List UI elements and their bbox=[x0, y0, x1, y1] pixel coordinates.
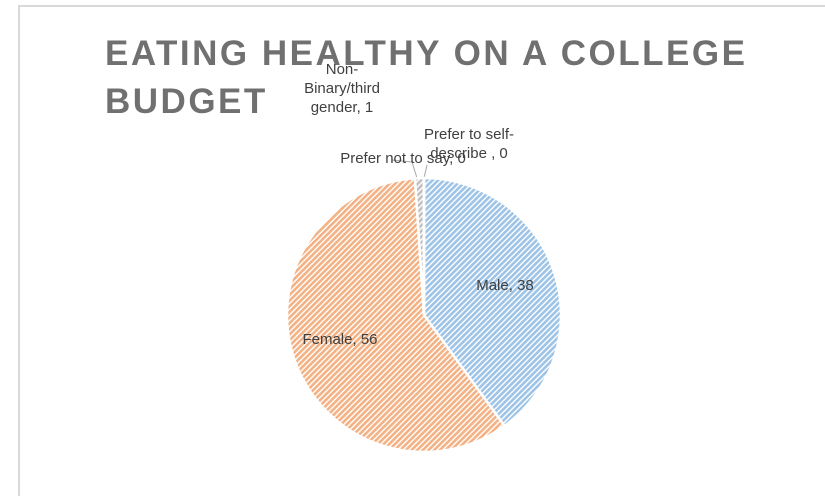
data-label: Prefer not to say, 0 bbox=[340, 150, 466, 167]
leader-line bbox=[423, 164, 428, 179]
chart-title: EATING HEALTHY ON A COLLEGE BUDGET bbox=[105, 34, 748, 121]
pie-slice bbox=[422, 176, 563, 428]
data-label: Non-Binary/third gender, 1 bbox=[304, 61, 380, 116]
data-label: Female, 56 bbox=[302, 331, 378, 348]
chart-frame bbox=[18, 5, 825, 496]
pie-slice bbox=[285, 176, 507, 454]
data-label: Male, 38 bbox=[476, 277, 534, 294]
data-label: Prefer to self-describe , 0 bbox=[423, 126, 515, 162]
leader-line bbox=[391, 159, 418, 179]
